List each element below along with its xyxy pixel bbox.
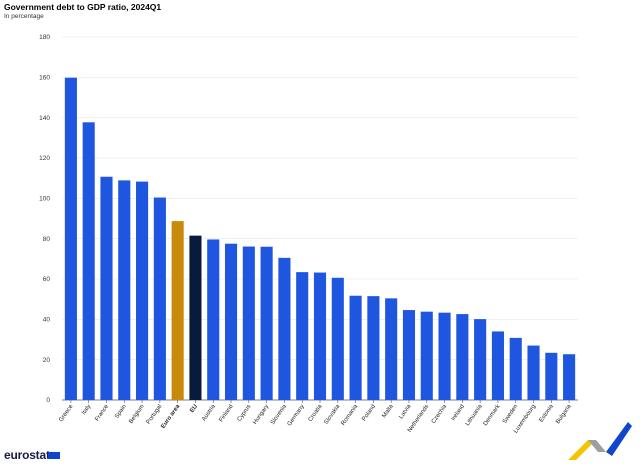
bar bbox=[189, 235, 202, 400]
x-tick-label: Germany bbox=[287, 404, 306, 428]
bar bbox=[331, 277, 344, 400]
y-tick-label: 180 bbox=[39, 34, 50, 41]
x-tick-label: Ireland bbox=[451, 404, 466, 422]
bar bbox=[367, 296, 380, 400]
y-tick-label: 160 bbox=[39, 75, 50, 82]
bar bbox=[474, 319, 487, 400]
y-tick-label: 140 bbox=[39, 115, 50, 122]
bar bbox=[456, 314, 469, 400]
x-tick-label: Czechia bbox=[431, 403, 449, 425]
bar bbox=[296, 272, 309, 400]
x-tick-label: Portugal bbox=[146, 404, 164, 426]
eu-flag-icon bbox=[48, 452, 60, 459]
y-tick-label: 20 bbox=[43, 357, 51, 364]
bar bbox=[153, 197, 166, 400]
y-tick-label: 60 bbox=[43, 276, 51, 283]
x-tick-label: Sweden bbox=[502, 404, 519, 425]
x-tick-label: Austria bbox=[201, 403, 217, 422]
eurostat-logo: eurostat bbox=[4, 448, 50, 462]
x-tick-label: Denmark bbox=[483, 403, 502, 427]
x-tick-label: Italy bbox=[81, 404, 92, 416]
bar bbox=[545, 352, 558, 400]
chart-title: Government debt to GDP ratio, 2024Q1 bbox=[4, 2, 162, 12]
bar bbox=[171, 221, 184, 400]
y-tick-label: 120 bbox=[39, 155, 50, 162]
y-tick-label: 40 bbox=[43, 317, 51, 324]
bar bbox=[402, 310, 416, 400]
bar bbox=[509, 337, 522, 400]
y-tick-label: 100 bbox=[39, 196, 50, 203]
x-tick-label: Greece bbox=[58, 403, 75, 423]
bar bbox=[224, 243, 238, 400]
bar bbox=[313, 272, 327, 400]
bar bbox=[349, 295, 362, 400]
bar bbox=[491, 331, 504, 400]
x-tick-label: France bbox=[94, 403, 110, 422]
bar bbox=[207, 239, 220, 400]
x-tick-label: Hungary bbox=[252, 404, 270, 426]
x-tick-label: Spain bbox=[114, 404, 128, 420]
bar bbox=[563, 354, 576, 400]
bar bbox=[242, 246, 255, 400]
bar bbox=[118, 180, 131, 400]
y-tick-label: 80 bbox=[43, 236, 51, 243]
bar bbox=[82, 122, 95, 401]
eurostat-corner-logo-icon bbox=[568, 422, 632, 460]
bar bbox=[438, 312, 451, 400]
x-tick-label: EU bbox=[189, 404, 199, 414]
bar bbox=[278, 257, 291, 400]
bar bbox=[385, 298, 398, 400]
x-tick-label: Latvia bbox=[399, 403, 413, 420]
bar bbox=[100, 176, 113, 400]
bar bbox=[420, 311, 433, 400]
x-tick-label: Slovakia bbox=[324, 403, 342, 426]
x-tick-label: Estonia bbox=[539, 403, 556, 423]
x-tick-label: Poland bbox=[361, 404, 377, 423]
x-tick-label: Croatia bbox=[308, 403, 324, 423]
x-tick-label: Finland bbox=[218, 404, 234, 424]
bar bbox=[260, 246, 273, 400]
x-tick-label: Lithuania bbox=[465, 403, 484, 427]
bar bbox=[136, 181, 149, 400]
x-tick-label: Malta bbox=[381, 403, 395, 419]
x-tick-label: Euro area bbox=[160, 403, 181, 430]
x-tick-label: Slovenia bbox=[270, 403, 288, 426]
y-tick-label: 0 bbox=[46, 397, 50, 404]
x-tick-label: Romania bbox=[341, 403, 360, 427]
x-tick-label: Belgium bbox=[128, 404, 145, 425]
chart-subtitle: In percentage bbox=[4, 13, 44, 20]
bar bbox=[527, 345, 540, 400]
x-tick-label: Cyprus bbox=[237, 404, 253, 423]
bar bbox=[64, 77, 77, 400]
